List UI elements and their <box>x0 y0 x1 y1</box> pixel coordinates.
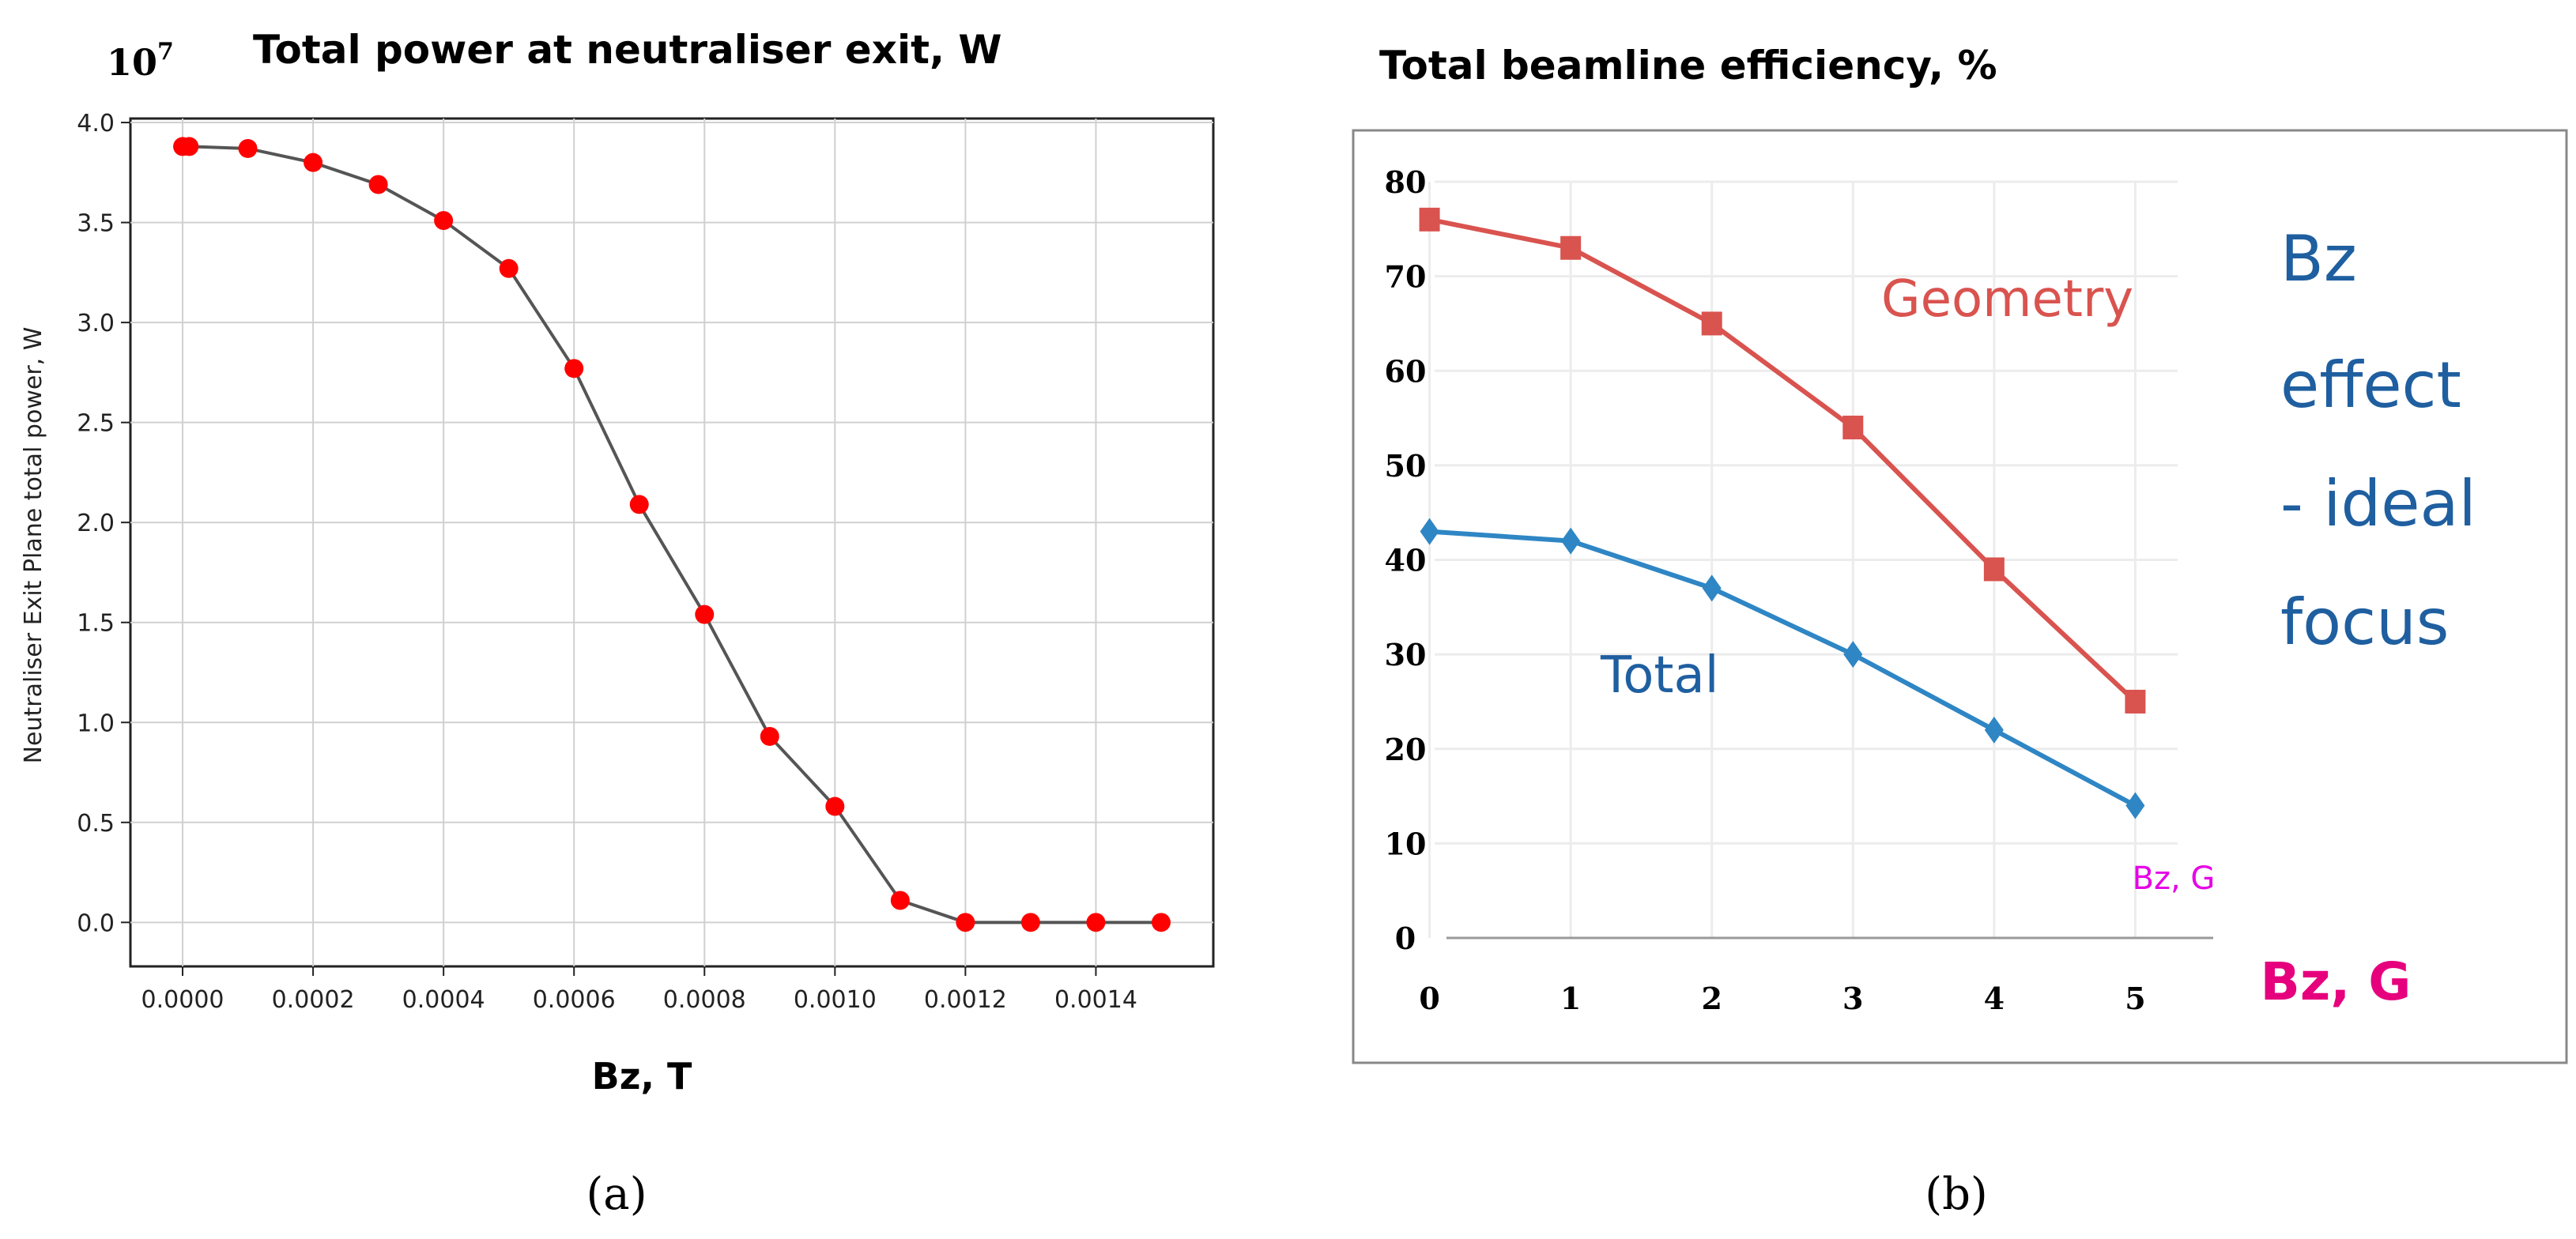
chart-a-x-tick-label: 0.0014 <box>1054 986 1137 1014</box>
chart-a-data-point <box>1151 913 1171 932</box>
chart-a: 107 Total power at neutraliser exit, W 0… <box>20 27 1215 1220</box>
chart-a-x-tick-label: 0.0002 <box>272 986 355 1014</box>
chart-b-x-tick-label: 4 <box>1984 981 2005 1016</box>
chart-a-y-tick-label: 4.0 <box>77 110 115 137</box>
chart-a-data-point <box>1086 913 1106 932</box>
chart-a-x-tick-label: 0.0008 <box>663 986 746 1014</box>
chart-b-annotation: Bz effect - ideal focus <box>2280 222 2476 659</box>
chart-a-data-point <box>564 359 584 378</box>
chart-b-y-tick-label: 0 <box>1395 921 1416 956</box>
chart-a-y-tick-label: 0.0 <box>77 909 115 937</box>
chart-b-y-tick-label: 60 <box>1385 353 1427 389</box>
chart-b-series-line-geometry <box>1428 217 2137 704</box>
annotation-line-4: focus <box>2280 586 2449 659</box>
chart-a-y-tick-label: 3.0 <box>77 310 115 337</box>
chart-a-data-point <box>238 138 258 158</box>
chart-b-y-tick-label: 70 <box>1385 259 1427 295</box>
chart-a-x-tick-label: 0.0012 <box>924 986 1007 1014</box>
chart-a-data-point <box>956 913 975 932</box>
chart-b-marker-geometry <box>1419 207 1440 232</box>
chart-b-x-tick-label: 0 <box>1419 981 1439 1016</box>
chart-b-series-label-total: Total <box>1600 646 1718 705</box>
chart-b-y-tick-label: 50 <box>1385 448 1427 484</box>
chart-a-x-tick-label: 0.0000 <box>141 986 224 1014</box>
chart-a-x-tick-label: 0.0010 <box>794 986 877 1014</box>
caption-a: (a) <box>586 1169 647 1220</box>
chart-a-plot-frame <box>129 117 1215 968</box>
chart-b: Total beamline efficiency, % 0 1 2 3 4 501020… <box>1352 43 2568 1220</box>
chart-a-data-point <box>304 153 323 172</box>
annotation-line-3: - ideal <box>2280 467 2476 540</box>
chart-a-data-point <box>368 175 388 194</box>
chart-b-y-tick-label: 40 <box>1385 543 1427 578</box>
chart-b-inner-x-label: Bz, G <box>2133 861 2216 897</box>
chart-b-x-tick-label: 1 <box>1560 981 1581 1016</box>
chart-a-y-axis-label: Neutraliser Exit Plane total power, W <box>20 327 47 764</box>
chart-b-marker-total <box>1420 518 1439 545</box>
annotation-line-1: Bz <box>2280 222 2357 296</box>
chart-b-y-tick-label: 30 <box>1385 637 1427 672</box>
chart-b-x-tick-label: 2 <box>1701 981 1722 1016</box>
chart-a-multiplier: 107 <box>107 38 174 84</box>
chart-a-y-tick-label: 0.5 <box>77 810 115 838</box>
chart-b-marker-total <box>1702 574 1722 602</box>
chart-b-marker-total <box>1561 527 1581 555</box>
chart-b-y-tick-label: 20 <box>1385 732 1427 767</box>
annotation-line-2: effect <box>2280 348 2461 422</box>
chart-a-data-point <box>825 796 845 816</box>
chart-b-title: Total beamline efficiency, % <box>1379 43 1997 88</box>
chart-a-data-point <box>179 137 199 156</box>
chart-a-multiplier-exp: 7 <box>157 38 174 66</box>
chart-a-data-point <box>890 891 910 910</box>
chart-b-x-axis-label: Bz, G <box>2261 951 2412 1012</box>
chart-a-y-tick-label: 2.0 <box>77 510 115 537</box>
chart-a-x-axis-label: Bz, T <box>592 1055 692 1098</box>
chart-b-marker-geometry <box>1983 557 2005 582</box>
chart-a-y-tick-label: 2.5 <box>77 410 115 438</box>
chart-a-y-tick-label: 1.0 <box>77 710 115 737</box>
chart-b-marker-total <box>1843 641 1863 668</box>
chart-b-frame <box>1352 129 2568 1064</box>
chart-b-marker-total <box>2125 792 2145 819</box>
chart-a-title: Total power at neutraliser exit, W <box>253 27 1002 73</box>
chart-a-data-point <box>434 211 454 231</box>
chart-a-data-point <box>629 495 649 514</box>
caption-b: (b) <box>1925 1169 1988 1220</box>
chart-b-x-tick-label: 5 <box>2125 981 2145 1016</box>
chart-b-marker-geometry <box>1560 235 1582 260</box>
chart-b-marker-total <box>1984 716 2004 744</box>
chart-b-x-tick-label: 3 <box>1842 981 1863 1016</box>
chart-a-x-tick-label: 0.0004 <box>402 986 485 1014</box>
chart-b-marker-geometry <box>2125 689 2146 714</box>
chart-b-y-tick-label: 80 <box>1385 164 1427 200</box>
chart-a-data-point <box>499 258 519 278</box>
chart-a-data-point <box>1020 913 1040 932</box>
chart-a-data-point <box>695 604 715 624</box>
chart-b-y-tick-label: 10 <box>1385 826 1427 861</box>
chart-a-x-tick-label: 0.0006 <box>533 986 616 1014</box>
chart-b-marker-geometry <box>1701 311 1722 336</box>
chart-a-y-tick-label: 3.5 <box>77 210 115 238</box>
chart-b-marker-geometry <box>1842 416 1864 440</box>
chart-a-data-point <box>760 726 779 746</box>
chart-b-series-label-geometry: Geometry <box>1881 270 2133 329</box>
chart-b-series-line-total <box>1429 529 2137 808</box>
chart-a-y-tick-label: 1.5 <box>77 610 115 638</box>
